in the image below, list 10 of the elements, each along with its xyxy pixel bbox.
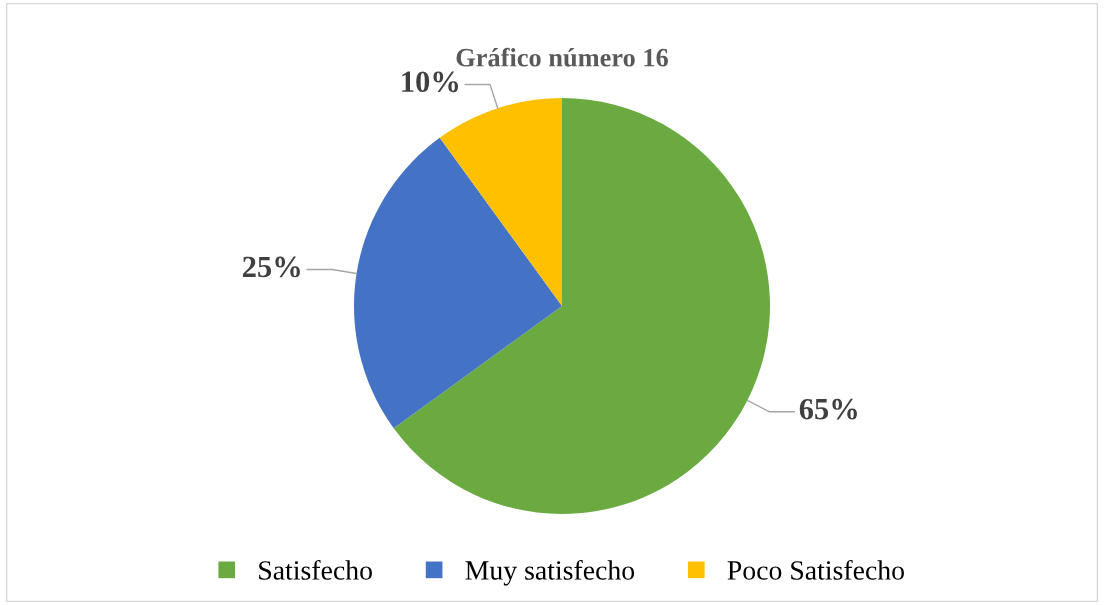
data-label: 25% bbox=[242, 256, 300, 278]
pie-slice bbox=[439, 98, 562, 306]
data-label: 65% bbox=[799, 398, 857, 420]
legend-label: Muy satisfecho bbox=[465, 560, 635, 586]
pie-slice bbox=[354, 137, 562, 429]
data-label: 10% bbox=[402, 71, 459, 93]
legend-label: Poco Satisfecho bbox=[727, 560, 904, 580]
pie-slice bbox=[393, 98, 770, 514]
legend-label: Satisfecho bbox=[259, 560, 372, 580]
chart-title: Gráfico número 16 bbox=[456, 47, 668, 67]
